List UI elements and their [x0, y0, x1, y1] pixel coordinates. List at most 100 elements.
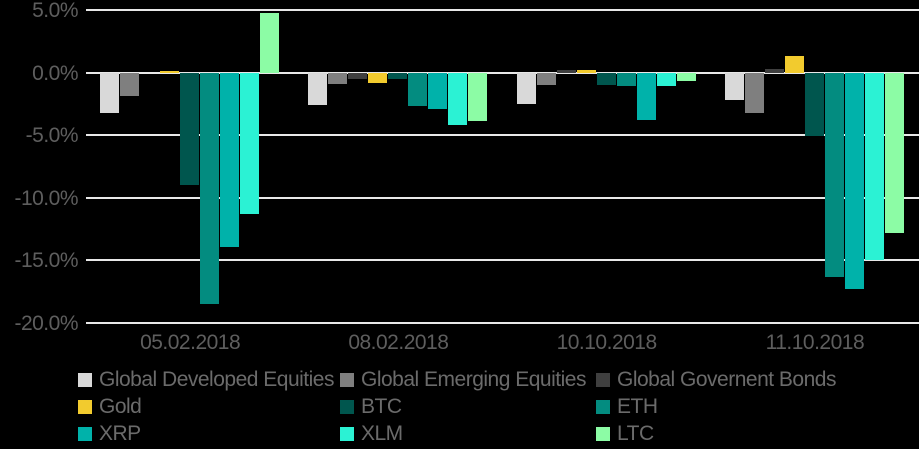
- bar-group-05.02.2018: [86, 10, 294, 323]
- legend-swatch-icon: [596, 426, 610, 441]
- gridline: [86, 9, 919, 11]
- bar-gold: [368, 72, 388, 83]
- bar-gold: [576, 70, 596, 73]
- legend-swatch-icon: [78, 399, 92, 414]
- bar-global-governent-bonds: [556, 70, 576, 73]
- bar-global-developed-equities: [308, 72, 328, 106]
- bar-slot: [516, 10, 537, 323]
- bar-xlm: [448, 72, 468, 126]
- bar-xlm: [864, 72, 884, 261]
- bar-ltc: [676, 72, 696, 82]
- bar-slot: [824, 10, 845, 323]
- x-axis-tick-label: 11.10.2018: [765, 331, 865, 354]
- bar-global-developed-equities: [100, 72, 120, 113]
- bar-slot: [764, 10, 785, 323]
- bar-slot: [448, 10, 468, 323]
- bar-global-governent-bonds: [764, 68, 784, 73]
- bar-slot: [676, 10, 697, 323]
- bar-global-governent-bonds: [348, 72, 368, 79]
- bar-eth: [408, 72, 428, 107]
- bar-xrp: [636, 72, 656, 121]
- legend-label: Global Governent Bonds: [617, 368, 836, 391]
- bar-btc: [180, 72, 200, 186]
- bar-slot: [636, 10, 657, 323]
- bar-xrp: [844, 72, 864, 290]
- legend-label: BTC: [361, 395, 402, 418]
- bar-slot: [724, 10, 745, 323]
- legend-item-xrp: XRP: [78, 423, 340, 444]
- bar-eth: [200, 72, 220, 305]
- legend-item-global-emerging-equities: Global Emerging Equities: [340, 369, 596, 390]
- bar-btc: [388, 72, 408, 79]
- bar-xlm: [656, 72, 676, 87]
- bar-slot: [368, 10, 388, 323]
- bar-btc: [596, 72, 616, 86]
- gridline: [86, 259, 919, 262]
- bar-slot: [884, 10, 905, 323]
- bar-btc: [804, 72, 824, 137]
- bar-xrp: [428, 72, 448, 109]
- bar-slot: [784, 10, 805, 323]
- bar-slot: [220, 10, 240, 323]
- bar-slot: [328, 10, 348, 323]
- bar-slot: [864, 10, 885, 323]
- legend-label: ETH: [617, 395, 658, 418]
- bar-slot: [100, 10, 120, 323]
- bar-global-emerging-equities: [744, 72, 764, 113]
- bar-group-08.02.2018: [294, 10, 502, 323]
- legend-label: Gold: [99, 395, 142, 418]
- bar-slot: [180, 10, 200, 323]
- legend-label: XLM: [361, 422, 403, 445]
- legend-swatch-icon: [340, 372, 354, 387]
- bar-slot: [428, 10, 448, 323]
- bar-global-emerging-equities: [328, 72, 348, 84]
- bar-group-10.10.2018: [503, 10, 711, 323]
- bar-slot: [120, 10, 140, 323]
- bar-slot: [260, 10, 280, 323]
- legend-item-xlm: XLM: [340, 423, 596, 444]
- gridline: [86, 196, 919, 199]
- bar-global-developed-equities: [516, 72, 536, 104]
- y-axis-tick-label: 0.0%: [32, 61, 78, 85]
- legend-swatch-icon: [596, 372, 610, 387]
- bar-slot: [348, 10, 368, 323]
- bar-slot: [308, 10, 328, 323]
- x-axis: 05.02.2018 08.02.2018 10.10.2018 11.10.2018: [86, 331, 919, 357]
- legend-swatch-icon: [78, 426, 92, 441]
- bar-slot: [616, 10, 637, 323]
- bar-xrp: [220, 72, 240, 247]
- bar-slot: [140, 10, 160, 323]
- bar-xlm: [240, 72, 260, 215]
- bar-gold: [784, 56, 804, 73]
- legend-item-gold: Gold: [78, 396, 340, 417]
- legend-label: Global Developed Equities: [99, 368, 335, 391]
- y-axis-tick-label: -20.0%: [14, 312, 78, 335]
- bar-slot: [844, 10, 865, 323]
- bar-slot: [596, 10, 617, 323]
- legend-item-global-governent-bonds: Global Governent Bonds: [596, 369, 919, 390]
- bar-slot: [744, 10, 765, 323]
- bar-global-developed-equities: [724, 72, 744, 101]
- bar-slot: [408, 10, 428, 323]
- bar-ltc: [468, 72, 488, 122]
- bar-ltc: [260, 12, 280, 73]
- bar-eth: [616, 72, 636, 87]
- legend-label: XRP: [99, 422, 141, 445]
- plot-area: [86, 9, 919, 324]
- y-axis-tick-label: -5.0%: [25, 124, 79, 148]
- legend-item-btc: BTC: [340, 396, 596, 417]
- y-axis-tick-label: 5.0%: [32, 0, 78, 22]
- bar-slot: [804, 10, 825, 323]
- bar-slot: [200, 10, 220, 323]
- bar-gold: [160, 71, 180, 73]
- bar-global-emerging-equities: [536, 72, 556, 86]
- x-axis-tick-label: 08.02.2018: [348, 331, 449, 354]
- bar-slot: [536, 10, 557, 323]
- legend-label: LTC: [617, 422, 654, 445]
- gridline: [86, 322, 919, 324]
- legend: Global Developed Equities Global Emerging…: [78, 369, 919, 444]
- bar-slot: [656, 10, 677, 323]
- legend-item-ltc: LTC: [596, 423, 919, 444]
- bar-ltc: [884, 72, 904, 233]
